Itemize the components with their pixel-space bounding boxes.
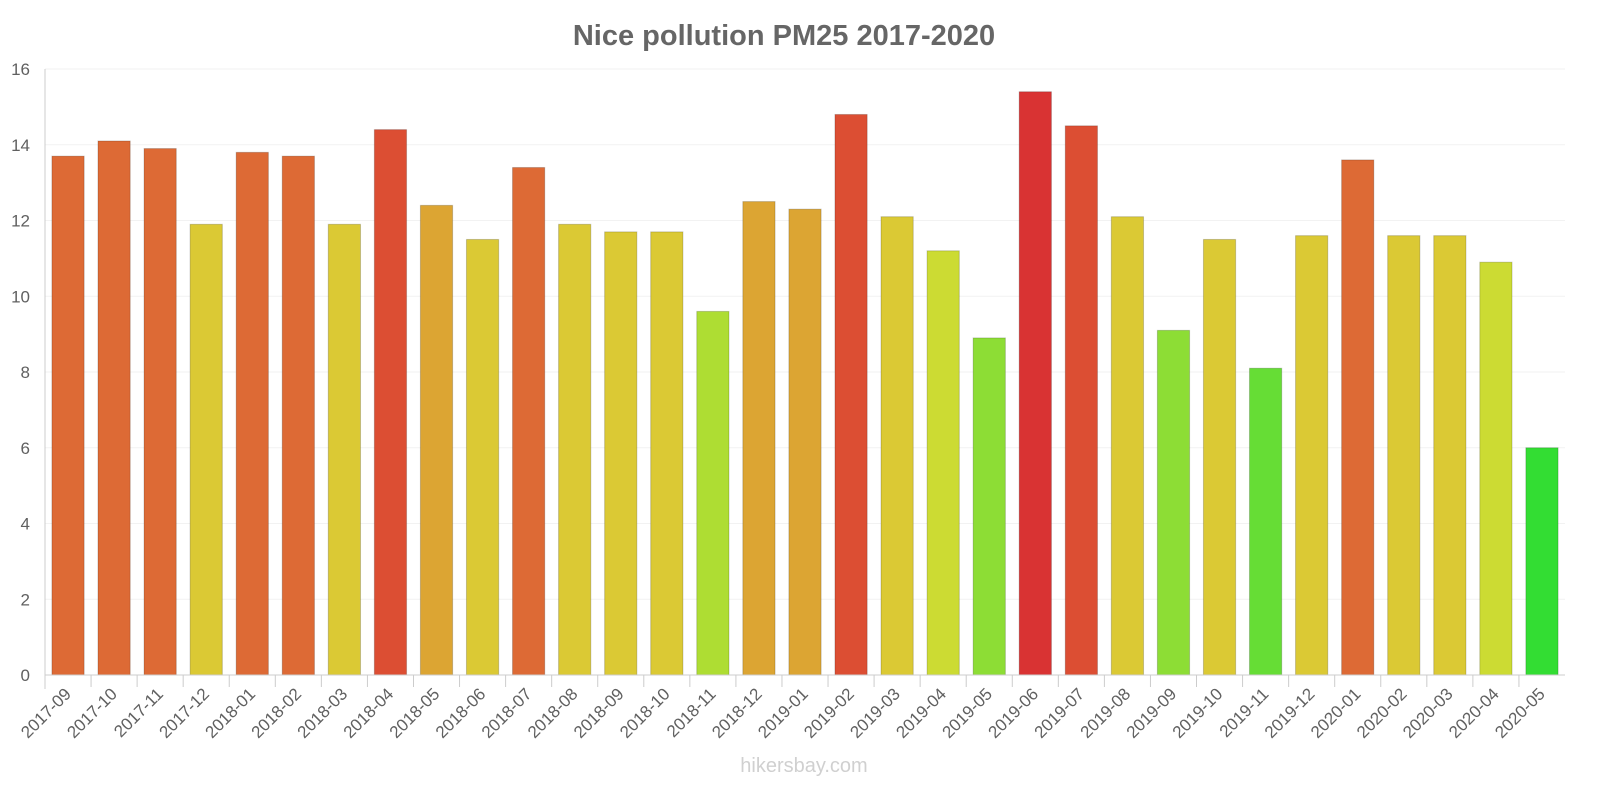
bar-2019-05[interactable] (972, 337, 1006, 676)
bar-2018-12[interactable] (742, 201, 776, 676)
chart-title: Nice pollution PM25 2017-2020 (573, 20, 995, 52)
x-tick-label: 2017-12 (155, 684, 213, 742)
x-tick-label: 2019-04 (892, 684, 950, 742)
bar-2018-04[interactable] (373, 129, 408, 676)
x-tick-label: 2018-07 (478, 684, 536, 742)
bar-2019-10[interactable] (1202, 238, 1237, 676)
x-tick-label: 2019-12 (1261, 684, 1319, 742)
x-tick-label: 2018-12 (708, 684, 766, 742)
x-tick-label: 2019-07 (1031, 684, 1089, 742)
x-tick-label: 2018-04 (340, 684, 398, 742)
x-axis-ticks: 2017-092017-102017-112017-122018-012018-… (17, 675, 1549, 742)
bar-2020-01[interactable] (1341, 159, 1375, 676)
y-tick-label: 4 (21, 515, 30, 534)
bar-2020-05[interactable] (1525, 447, 1559, 676)
bar-2019-02[interactable] (834, 113, 868, 676)
x-tick-label: 2019-08 (1077, 684, 1135, 742)
bars (51, 91, 1559, 676)
x-tick-label: 2019-02 (800, 684, 858, 742)
bar-2018-05[interactable] (419, 204, 454, 676)
bar-2019-11[interactable] (1248, 367, 1283, 676)
bar-2019-01[interactable] (788, 208, 822, 676)
y-tick-label: 12 (11, 212, 30, 231)
bar-2019-08[interactable] (1110, 216, 1145, 676)
x-tick-label: 2017-09 (17, 684, 75, 742)
x-tick-label: 2018-02 (248, 684, 306, 742)
bar-2019-04[interactable] (926, 250, 960, 676)
bar-2020-04[interactable] (1479, 261, 1513, 676)
x-tick-label: 2019-10 (1169, 684, 1227, 742)
y-tick-label: 2 (21, 590, 30, 609)
bar-2018-07[interactable] (512, 166, 546, 676)
bar-2018-01[interactable] (235, 151, 269, 676)
x-tick-label: 2019-03 (846, 684, 904, 742)
x-tick-label: 2019-09 (1123, 684, 1181, 742)
x-tick-label: 2020-05 (1491, 684, 1549, 742)
y-tick-label: 6 (21, 439, 30, 458)
bar-2020-03[interactable] (1433, 235, 1467, 676)
y-axis-ticks: 0 2 4 6 8 10 12 14 16 (11, 60, 30, 685)
x-tick-label: 2018-05 (386, 684, 444, 742)
y-tick-label: 16 (11, 60, 30, 79)
bar-2019-03[interactable] (880, 216, 914, 676)
x-tick-label: 2018-01 (202, 684, 260, 742)
bar-2018-11[interactable] (696, 310, 730, 676)
y-tick-label: 14 (11, 136, 30, 155)
bar-2019-12[interactable] (1295, 235, 1329, 676)
x-tick-label: 2020-02 (1353, 684, 1411, 742)
bar-2019-07[interactable] (1064, 125, 1098, 676)
y-tick-label: 10 (11, 287, 30, 306)
x-tick-label: 2019-05 (939, 684, 997, 742)
bar-2019-06[interactable] (1018, 91, 1052, 676)
bar-2017-12[interactable] (189, 223, 223, 676)
x-tick-label: 2019-06 (985, 684, 1043, 742)
x-tick-label: 2018-09 (570, 684, 628, 742)
bar-2020-02[interactable] (1387, 235, 1421, 676)
x-tick-label: 2018-03 (294, 684, 352, 742)
x-tick-label: 2018-06 (432, 684, 490, 742)
x-tick-label: 2017-10 (63, 684, 121, 742)
x-tick-label: 2020-04 (1445, 684, 1503, 742)
bar-2018-03[interactable] (327, 223, 362, 676)
watermark-text: hikersbay.com (740, 755, 867, 777)
bar-2018-09[interactable] (604, 231, 638, 676)
x-tick-label: 2019-01 (754, 684, 812, 742)
x-tick-label: 2018-08 (524, 684, 582, 742)
y-tick-label: 8 (21, 363, 30, 382)
bar-2019-09[interactable] (1156, 329, 1191, 676)
x-tick-label: 2020-03 (1399, 684, 1457, 742)
x-tick-label: 2018-10 (616, 684, 674, 742)
bar-2018-06[interactable] (465, 238, 500, 676)
bar-2017-09[interactable] (51, 155, 85, 676)
bar-2018-02[interactable] (281, 155, 315, 676)
bar-2017-10[interactable] (97, 140, 131, 676)
bar-2018-10[interactable] (650, 231, 684, 676)
bar-2017-11[interactable] (143, 148, 177, 676)
y-tick-label: 0 (21, 666, 30, 685)
x-tick-label: 2020-01 (1307, 684, 1365, 742)
bar-2018-08[interactable] (558, 223, 592, 676)
